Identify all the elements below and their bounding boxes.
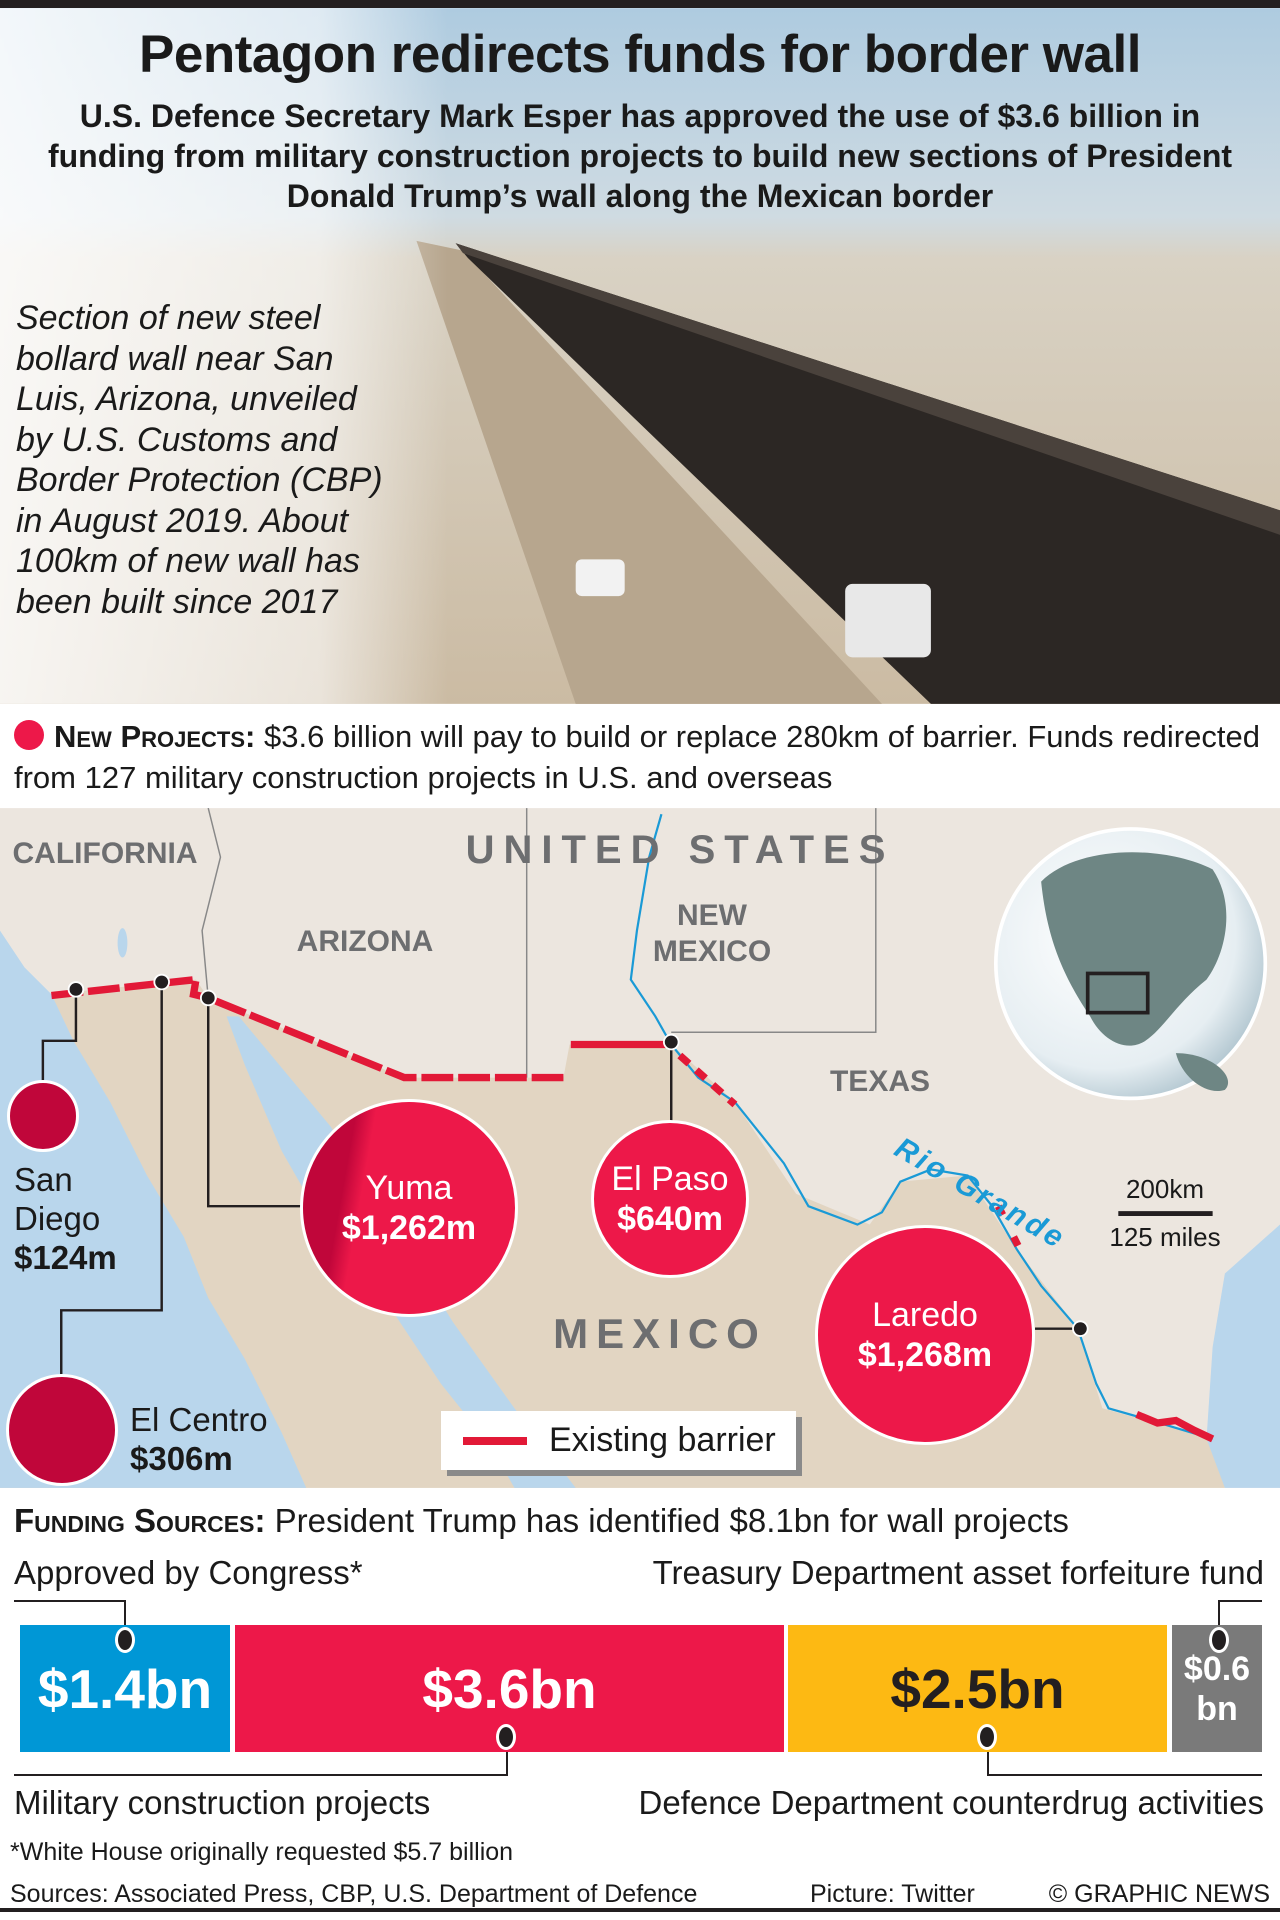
label-new-mexico: NEW MEXICO: [652, 899, 772, 968]
existing-barrier-rio: [994, 1204, 1027, 1257]
project-amount: $124m: [14, 1239, 117, 1276]
funding-text: President Trump has identified $8.1bn fo…: [265, 1502, 1069, 1539]
el-paso-circle: El Paso $640m: [591, 1120, 749, 1278]
project-amount: $640m: [617, 1200, 723, 1238]
existing-barrier-east: [1135, 1411, 1215, 1443]
scale-km: 200km: [1125, 1174, 1205, 1204]
state-border-nm-tx: [671, 808, 877, 1033]
funding-sources-heading: Funding Sources: President Trump has ide…: [14, 1502, 1274, 1540]
top-rule: [0, 0, 1280, 8]
state-border-ca-az: [201, 808, 222, 999]
border-map: CALIFORNIA UNITED STATES ARIZONA NEW MEX…: [0, 808, 1280, 1488]
photo-caption: Section of new steel bollard wall near S…: [16, 299, 383, 621]
el-centro-label: El Centro $306m: [130, 1400, 268, 1478]
pin-congress: [115, 1627, 135, 1653]
scale-miles: 125 miles: [1109, 1222, 1221, 1252]
barrier-swatch: [463, 1436, 527, 1445]
locator-globe: [993, 827, 1268, 1101]
label-texas: TEXAS: [829, 1065, 931, 1098]
el-paso-pin: [662, 1033, 680, 1051]
funding-heading: Funding Sources:: [14, 1502, 266, 1539]
san-diego-label: San Diego $124m: [14, 1160, 117, 1277]
sources: Sources: Associated Press, CBP, U.S. Dep…: [10, 1880, 698, 1908]
project-name: San Diego: [14, 1161, 101, 1237]
rio-grande-river: [629, 813, 1213, 1440]
connector-el-centro: [60, 982, 163, 1374]
label-treasury: Treasury Department asset forfeiture fun…: [652, 1554, 1264, 1591]
pin-counterdrug: [977, 1724, 997, 1750]
map-legend: Existing barrier: [441, 1411, 796, 1470]
project-amount: $1,268m: [857, 1336, 993, 1374]
label-congress: Approved by Congress*: [14, 1554, 363, 1591]
picture-credit: Picture: Twitter: [810, 1880, 975, 1908]
label-arizona: ARIZONA: [296, 925, 434, 958]
subtitle: U.S. Defence Secretary Mark Esper has ap…: [47, 98, 1233, 214]
connector-san-diego: [41, 989, 78, 1084]
project-name: El Centro: [130, 1401, 268, 1438]
el-centro-circle: [6, 1374, 118, 1486]
san-diego-circle: [7, 1080, 79, 1152]
project-amount: $306m: [130, 1440, 233, 1477]
laredo-circle: Laredo $1,268m: [815, 1225, 1035, 1445]
label-military: Military construction projects: [14, 1784, 431, 1821]
footer: Sources: Associated Press, CBP, U.S. Dep…: [10, 1880, 1270, 1909]
label-mexico: MEXICO: [553, 1310, 767, 1357]
footnote: *White House originally requested $5.7 b…: [10, 1838, 514, 1866]
project-name: El Paso: [611, 1160, 729, 1198]
san-diego-pin: [67, 981, 85, 998]
label-united-states: UNITED STATES: [465, 828, 895, 872]
label-california: CALIFORNIA: [12, 837, 198, 870]
yuma-pin: [199, 989, 217, 1007]
laredo-pin: [1072, 1320, 1089, 1337]
pin-treasury: [1209, 1627, 1229, 1653]
border-wall-photo: [0, 8, 1280, 704]
locator-box: [1085, 971, 1150, 1015]
page-title: Pentagon redirects funds for border wall: [139, 25, 1141, 84]
red-dot-icon: [14, 720, 44, 750]
graphic-news-credit: © GRAPHIC NEWS: [1048, 1880, 1270, 1908]
gulf-of-mexico: [1206, 1224, 1280, 1488]
yuma-circle: Yuma $1,262m: [300, 1099, 518, 1317]
el-centro-pin: [153, 973, 170, 991]
new-projects-body: $3.6 billion will pay to build or replac…: [14, 719, 1260, 795]
header-photo: Pentagon redirects funds for border wall…: [0, 8, 1280, 704]
legend-label: Existing barrier: [549, 1421, 776, 1459]
connector-yuma: [207, 997, 303, 1208]
project-amount: $1,262m: [341, 1209, 477, 1247]
label-counterdrug: Defence Department counterdrug activitie…: [638, 1784, 1265, 1821]
new-projects-text: New Projects: $3.6 billion will pay to b…: [14, 716, 1274, 798]
pacific-ocean: [0, 930, 307, 1488]
pin-military: [496, 1724, 516, 1750]
new-projects-heading: New Projects:: [54, 719, 256, 754]
bottom-rule: [0, 1908, 1280, 1912]
project-name: Laredo: [872, 1296, 978, 1334]
project-name: Yuma: [365, 1169, 453, 1207]
